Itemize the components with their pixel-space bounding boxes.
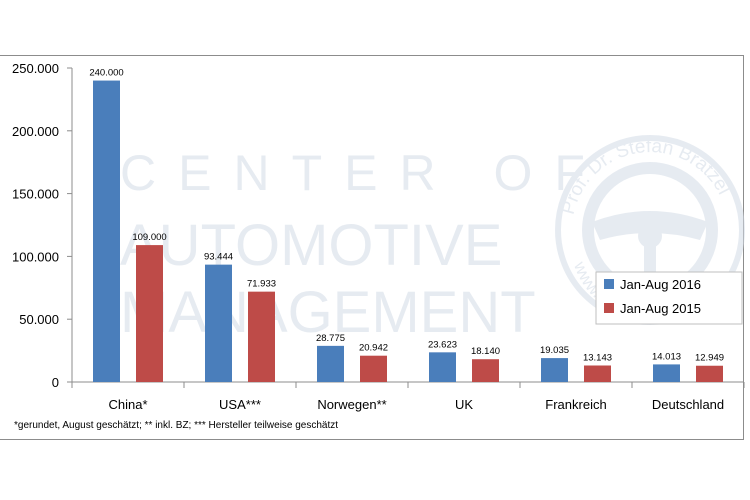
- watermark-line-2: AUTOMOTIVE: [120, 213, 502, 278]
- legend-swatch-2016: [604, 279, 614, 289]
- bar-2015: [248, 291, 275, 382]
- legend-swatch-2015: [604, 303, 614, 313]
- y-tick-label: 0: [52, 375, 59, 390]
- y-tick-label: 250.000: [12, 61, 59, 76]
- footnote: *gerundet, August geschätzt; ** inkl. BZ…: [14, 420, 339, 431]
- bar-2016: [317, 345, 344, 382]
- data-label: 19.035: [540, 345, 569, 356]
- watermark-line-3: MANAGEMENT: [120, 280, 536, 345]
- category-label: Norwegen**: [317, 397, 386, 412]
- data-label: 240.000: [89, 68, 123, 79]
- bar-2016: [653, 364, 680, 382]
- legend-label-2016: Jan-Aug 2016: [620, 277, 701, 292]
- y-tick-label: 100.000: [12, 249, 59, 264]
- bar-2015: [472, 359, 499, 382]
- category-label: UK: [455, 397, 473, 412]
- bar-2016: [541, 358, 568, 382]
- category-label: Deutschland: [652, 397, 724, 412]
- watermark-line-1: CENTER OF: [120, 145, 607, 201]
- data-label: 13.143: [583, 352, 612, 363]
- bar-2016: [93, 80, 120, 382]
- bar-2016: [429, 352, 456, 382]
- y-tick-label: 200.000: [12, 124, 59, 139]
- bar-2015: [360, 355, 387, 382]
- data-label: 20.942: [359, 343, 388, 354]
- y-tick-label: 150.000: [12, 187, 59, 202]
- category-label: USA***: [219, 397, 261, 412]
- bar-2015: [696, 365, 723, 382]
- bar-2015: [584, 365, 611, 382]
- y-tick-label: 50.000: [19, 312, 59, 327]
- legend: Jan-Aug 2016 Jan-Aug 2015: [595, 271, 743, 325]
- legend-label-2015: Jan-Aug 2015: [620, 301, 701, 316]
- data-label: 109.000: [132, 232, 166, 243]
- bars: 240.000 109.000 93.444 71.933 28.775 20.942 23…: [89, 68, 724, 382]
- data-label: 18.140: [471, 346, 500, 357]
- bar-2016: [205, 264, 232, 382]
- data-label: 14.013: [652, 351, 681, 362]
- data-label: 23.623: [428, 339, 457, 350]
- legend-box: [595, 271, 743, 325]
- data-label: 12.949: [695, 353, 724, 364]
- data-label: 93.444: [204, 252, 233, 263]
- category-label: China*: [108, 397, 147, 412]
- axes: 0 50.000 100.000 150.000 200.000 250.000 China…: [12, 61, 745, 412]
- data-label: 28.775: [316, 333, 345, 344]
- category-label: Frankreich: [545, 397, 606, 412]
- data-label: 71.933: [247, 279, 276, 290]
- bar-2015: [136, 245, 163, 382]
